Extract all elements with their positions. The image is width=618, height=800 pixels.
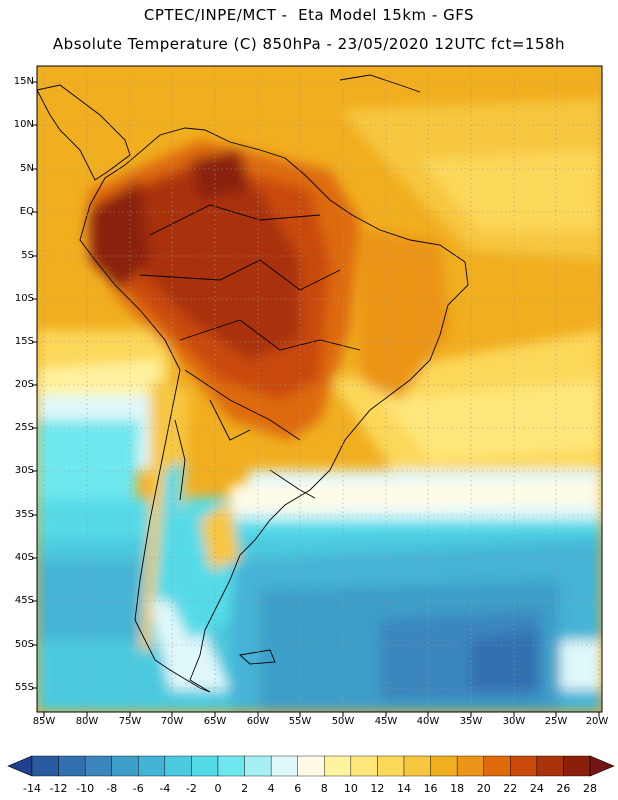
colorbar-label: -8 (106, 782, 118, 795)
colorbar-swatch (270, 755, 298, 777)
colorbar-swatch (217, 755, 245, 777)
map-title-line2: Absolute Temperature (C) 850hPa - 23/05/… (52, 35, 566, 53)
lat-label: 40S (14, 552, 34, 563)
lon-label: 85W (32, 716, 56, 727)
colorbar-label: 4 (267, 782, 275, 795)
colorbar-label: -12 (49, 782, 68, 795)
colorbar-label: 22 (503, 782, 518, 795)
colorbar-label: 18 (450, 782, 465, 795)
lat-label: 55S (14, 682, 34, 693)
lon-label: 40W (416, 716, 440, 727)
colorbar-label: 20 (476, 782, 491, 795)
lat-label: 30S (14, 465, 34, 476)
lat-label: 20S (14, 379, 34, 390)
colorbar-swatch (456, 755, 484, 777)
lon-label: 30W (502, 716, 526, 727)
lon-label: 70W (160, 716, 184, 727)
map-title-line1: CPTEC/INPE/MCT - Eta Model 15km - GFS (143, 6, 475, 24)
colorbar-swatch (138, 755, 166, 777)
colorbar-swatch (510, 755, 538, 777)
colorbar-swatch (563, 755, 591, 777)
colorbar-swatch (350, 755, 378, 777)
colorbar-swatch (536, 755, 564, 777)
colorbar-label: 26 (556, 782, 571, 795)
colorbar-swatch (324, 755, 352, 777)
colorbar-label: -14 (23, 782, 41, 795)
colorbar-label: 8 (320, 782, 328, 795)
lon-label: 50W (331, 716, 355, 727)
colorbar (7, 755, 615, 777)
temperature-field (37, 66, 602, 712)
lat-label: 10S (14, 293, 34, 304)
lon-label: 60W (246, 716, 270, 727)
lat-label: 10N (13, 119, 34, 130)
colorbar-swatch (297, 755, 325, 777)
colorbar-label: 2 (241, 782, 249, 795)
lon-label: 80W (75, 716, 99, 727)
colorbar-label: 16 (423, 782, 438, 795)
lon-label: 65W (203, 716, 227, 727)
colorbar-label: 24 (529, 782, 544, 795)
coastline (37, 74, 469, 693)
lon-label: 55W (288, 716, 312, 727)
axis-ticks (32, 81, 600, 717)
lat-label: 15S (14, 336, 34, 347)
colorbar-swatch (244, 755, 272, 777)
colorbar-min-arrow (7, 755, 33, 777)
lat-label: 5S (21, 250, 34, 261)
lon-label: 35W (459, 716, 483, 727)
map-frame (36, 65, 603, 713)
colorbar-swatch (164, 755, 192, 777)
colorbar-swatch (377, 755, 405, 777)
lat-label: EQ (19, 206, 34, 217)
lat-label: 45S (14, 595, 34, 606)
colorbar-swatch (430, 755, 458, 777)
colorbar-swatch (84, 755, 112, 777)
lat-label: 25S (14, 422, 34, 433)
colorbar-label: 28 (583, 782, 597, 795)
colorbar-swatch (403, 755, 431, 777)
colorbar-swatch (58, 755, 86, 777)
colorbar-label: -10 (76, 782, 95, 795)
colorbar-label: 0 (214, 782, 222, 795)
colorbar-swatch (31, 755, 59, 777)
lon-label: 75W (118, 716, 142, 727)
lon-label: 20W (585, 716, 609, 727)
colorbar-label: 14 (397, 782, 411, 795)
colorbar-label: -4 (159, 782, 171, 795)
colorbar-label: 10 (343, 782, 358, 795)
lat-label: 15N (13, 76, 34, 87)
lon-label: 45W (374, 716, 398, 727)
lat-label: 50S (14, 639, 34, 650)
colorbar-label: -6 (132, 782, 144, 795)
colorbar-label: 12 (370, 782, 385, 795)
colorbar-max-arrow (589, 755, 615, 777)
colorbar-label: 6 (294, 782, 302, 795)
lat-label: 5N (20, 163, 34, 174)
colorbar-swatch (191, 755, 219, 777)
colorbar-label: -2 (185, 782, 197, 795)
lat-label: 35S (14, 509, 34, 520)
colorbar-swatch (111, 755, 139, 777)
lon-label: 25W (544, 716, 568, 727)
colorbar-swatch (483, 755, 511, 777)
